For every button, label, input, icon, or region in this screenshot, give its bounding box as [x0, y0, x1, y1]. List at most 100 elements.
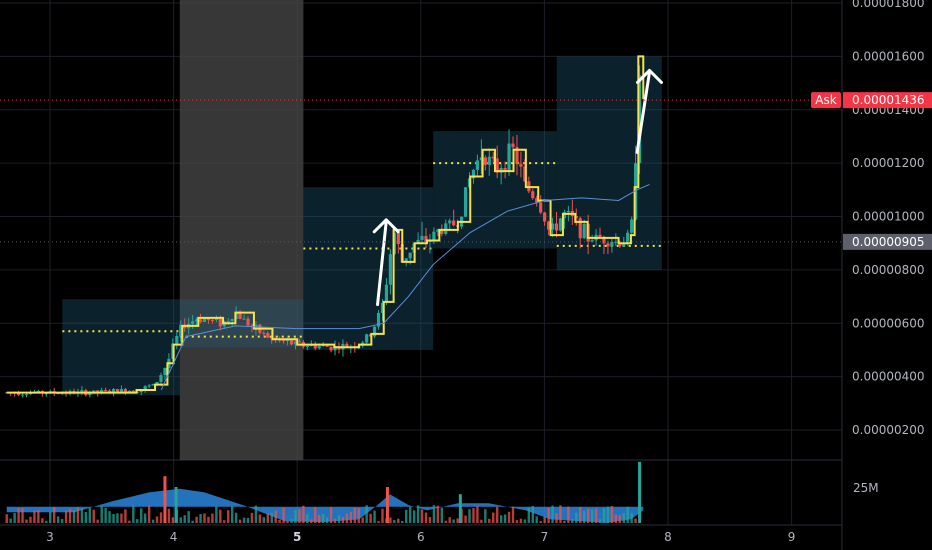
volume-bar [159, 512, 163, 523]
candle-body [380, 302, 385, 313]
candle-body [246, 318, 250, 326]
candle-body [582, 223, 586, 239]
volume-bar [397, 518, 400, 523]
volume-bar [361, 517, 364, 523]
volume-bar [227, 510, 230, 523]
y-tick-label: 0.00001800 [852, 0, 925, 10]
candle-body [179, 324, 183, 337]
volume-bar [49, 511, 52, 523]
candle-body [365, 334, 369, 343]
candle-body [630, 219, 634, 233]
volume-bar [21, 508, 24, 523]
indicator-lines [6, 55, 650, 394]
volume-bar [547, 508, 550, 523]
volume-bar [120, 513, 123, 523]
candle-body [88, 392, 92, 396]
volume-bar [586, 508, 590, 523]
candle-body [539, 202, 543, 213]
volume-bar [333, 518, 337, 523]
volume-bar [412, 510, 416, 523]
moving-average-line [160, 184, 650, 391]
time-axis[interactable]: 3 4 5 6 7 8 9 [46, 530, 795, 544]
volume-bar [310, 519, 313, 523]
candle-body [408, 252, 412, 259]
grid-lines [0, 0, 843, 550]
volume-bar [318, 515, 321, 523]
volume-bar [582, 511, 586, 523]
volume-bar [116, 513, 119, 523]
volume-bar [207, 516, 210, 523]
candle-body [503, 167, 507, 172]
volume-scale-label: 25M [853, 481, 879, 495]
arrow-shaft [376, 220, 388, 307]
volume-bar [187, 511, 190, 523]
volume-bar [171, 517, 175, 523]
volume-bar [337, 515, 341, 523]
candle-body [317, 346, 321, 349]
volume-bar [286, 520, 289, 523]
candle-body [325, 345, 329, 347]
volume-bar [571, 518, 574, 523]
volume-bar [630, 513, 633, 523]
volume-bar [274, 510, 277, 523]
volume-bar [29, 516, 32, 523]
candle-body [602, 237, 606, 244]
candle-body [424, 235, 428, 242]
y-tick-label: 0.00000400 [852, 370, 925, 384]
volume-bar [53, 507, 56, 523]
volume-bar [179, 517, 182, 523]
volume-bar [579, 506, 582, 523]
candle-body [262, 332, 266, 334]
candle-body [376, 312, 381, 327]
volume-bar [614, 514, 618, 523]
volume-bar [539, 521, 542, 523]
x-tick-label: 8 [664, 530, 672, 544]
volume-bar [440, 507, 444, 523]
y-tick-label: 0.00001600 [852, 49, 925, 63]
price-tag-label: Ask [815, 93, 836, 107]
volume-bar [495, 506, 499, 523]
candle-body [535, 198, 539, 203]
volume-bar [100, 506, 103, 523]
volume-bar [416, 505, 420, 523]
volume-bar [385, 487, 389, 523]
volume-bar [567, 506, 570, 523]
candle-body [436, 229, 440, 232]
price-tag-value: 0.00001436 [852, 93, 925, 107]
volume-bar [373, 510, 376, 523]
candle-body [483, 157, 487, 165]
volume-bar [606, 506, 610, 523]
candle-body [566, 210, 570, 213]
candle-body [198, 319, 203, 322]
volume-bar [598, 518, 602, 523]
volume-bar [298, 509, 301, 523]
x-tick-label: 9 [788, 530, 796, 544]
volume-bar [230, 506, 234, 523]
volume-bar [155, 516, 159, 523]
volume-bar [458, 494, 462, 523]
volume-bar [234, 512, 238, 523]
candle-body [531, 191, 535, 199]
volume-bar [393, 520, 396, 523]
candle-body [432, 231, 436, 240]
candle-body [562, 212, 567, 219]
volume-bar [290, 518, 293, 523]
volume-bar [535, 516, 538, 523]
candle-body [56, 393, 60, 395]
y-tick-label: 0.00001200 [852, 156, 925, 170]
candle-body [471, 169, 476, 179]
volume-bar [80, 508, 84, 523]
volume-bar [88, 507, 91, 523]
x-tick-label: 7 [541, 530, 549, 544]
price-axis[interactable]: 0.000018000.000016000.000014000.00001200… [852, 0, 925, 437]
volume-bar [294, 510, 297, 523]
y-tick-label: 0.00000800 [852, 263, 925, 277]
volume-bar [215, 506, 218, 523]
volume-bar [365, 505, 368, 523]
volume-bar [551, 505, 554, 523]
volume-bar [219, 509, 222, 523]
volume-bar [242, 517, 246, 523]
volume-bar [246, 518, 250, 523]
volume-bar [72, 510, 76, 523]
